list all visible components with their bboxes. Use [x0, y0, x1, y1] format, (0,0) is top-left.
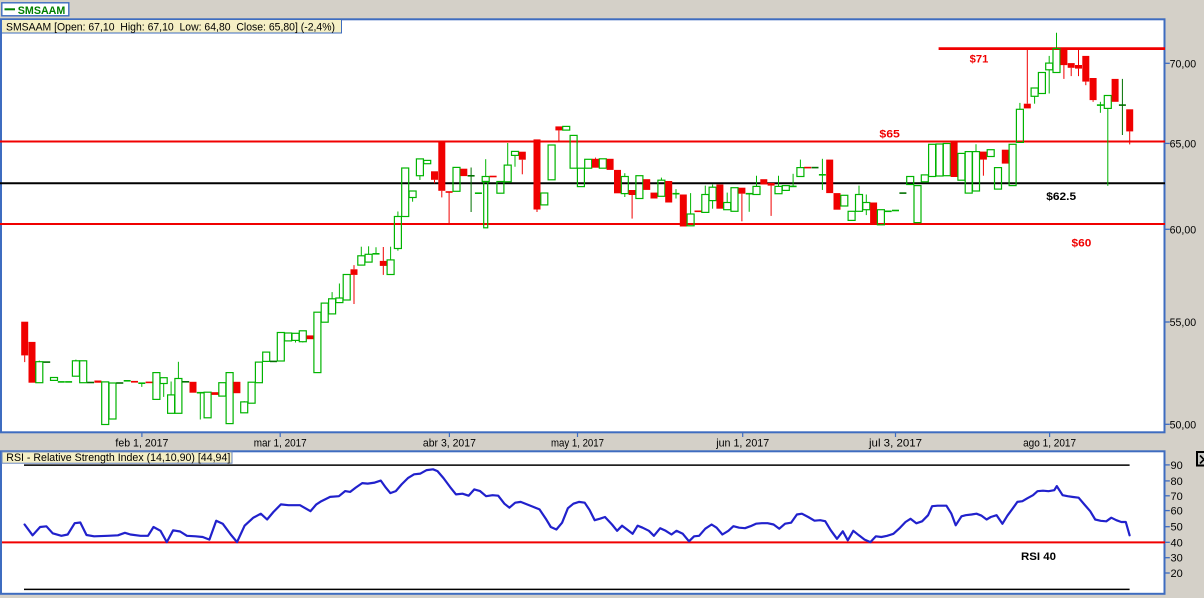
svg-text:jul 3, 2017: jul 3, 2017 [868, 438, 922, 450]
svg-text:abr 3, 2017: abr 3, 2017 [423, 438, 476, 450]
svg-text:70: 70 [1171, 491, 1183, 503]
svg-text:$65: $65 [879, 129, 900, 141]
svg-text:ago 1, 2017: ago 1, 2017 [1023, 438, 1076, 450]
svg-text:80: 80 [1171, 476, 1183, 488]
svg-text:RSI - Relative Strength Index: RSI - Relative Strength Index (14,10,90)… [6, 452, 230, 464]
svg-text:20: 20 [1171, 568, 1183, 580]
svg-text:SMSAAM: SMSAAM [18, 5, 66, 17]
svg-text:RSI 40: RSI 40 [1021, 551, 1056, 563]
svg-text:SMSAAM [Open: 67,10 High: 67,: SMSAAM [Open: 67,10 High: 67,10 Low: 64,… [6, 21, 335, 33]
svg-text:$60: $60 [1072, 238, 1092, 250]
svg-text:50,00: 50,00 [1170, 419, 1197, 431]
svg-text:mar 1, 2017: mar 1, 2017 [254, 438, 307, 450]
svg-text:60: 60 [1171, 506, 1183, 518]
svg-text:50: 50 [1171, 522, 1183, 534]
svg-text:65,00: 65,00 [1170, 138, 1197, 150]
svg-text:55,00: 55,00 [1170, 317, 1197, 329]
svg-text:may 1, 2017: may 1, 2017 [551, 438, 604, 450]
svg-text:$71: $71 [970, 54, 989, 66]
svg-text:feb 1, 2017: feb 1, 2017 [115, 438, 168, 450]
svg-text:40: 40 [1171, 537, 1183, 549]
svg-text:70,00: 70,00 [1170, 58, 1197, 70]
svg-text:90: 90 [1171, 460, 1183, 472]
svg-text:jun 1, 2017: jun 1, 2017 [715, 438, 769, 450]
svg-text:60,00: 60,00 [1170, 224, 1197, 236]
svg-text:30: 30 [1171, 553, 1183, 565]
svg-text:$62.5: $62.5 [1046, 191, 1076, 203]
